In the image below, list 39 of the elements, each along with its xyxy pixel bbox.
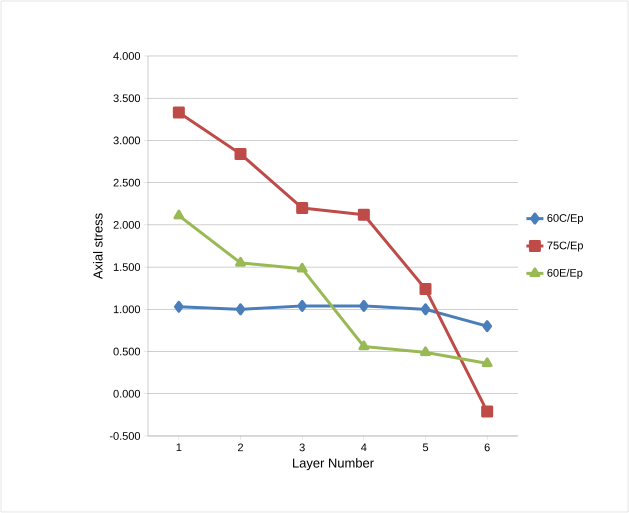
- x-axis-title: Layer Number: [293, 458, 374, 470]
- y-tick-label: 0.000: [113, 390, 140, 398]
- y-tick-label: -0.500: [110, 432, 140, 440]
- y-tick-label: 1.500: [114, 263, 140, 271]
- point: [174, 300, 184, 313]
- x-tick-label: 6: [484, 444, 490, 452]
- point: [297, 300, 308, 312]
- y-tick-label: 3.500: [113, 94, 140, 102]
- point: [420, 283, 432, 296]
- point: [482, 357, 493, 368]
- point: [296, 262, 308, 273]
- x-tick-label: 1: [176, 444, 182, 452]
- point: [296, 202, 308, 214]
- point: [358, 340, 370, 350]
- y-tick-label: 4.000: [113, 52, 140, 60]
- y-tick-label: 3.000: [113, 136, 140, 144]
- legend-label: 60C/Ep: [547, 214, 583, 224]
- y-tick-label: 2.500: [114, 178, 140, 187]
- point: [482, 320, 492, 332]
- y-tick-label: 0.500: [113, 348, 140, 356]
- legend-label: 60E/Ep: [547, 268, 582, 279]
- x-tick-label: 2: [238, 444, 244, 452]
- y-tick-label: 1.000: [114, 305, 140, 314]
- legend-label: 75C/Ep: [547, 241, 583, 252]
- point: [173, 210, 184, 220]
- point: [481, 405, 494, 418]
- point: [235, 256, 246, 267]
- x-tick-label: 3: [300, 444, 305, 452]
- point: [172, 106, 185, 119]
- point: [420, 303, 430, 316]
- point: [420, 346, 431, 356]
- y-axis-title: Axial stress: [93, 213, 103, 280]
- point: [358, 208, 370, 221]
- point: [234, 148, 247, 160]
- y-tick-label: 2.000: [114, 221, 140, 229]
- point: [358, 300, 369, 312]
- x-tick-label: 4: [361, 444, 367, 452]
- x-tick-label: 5: [422, 444, 428, 452]
- point: [236, 303, 246, 316]
